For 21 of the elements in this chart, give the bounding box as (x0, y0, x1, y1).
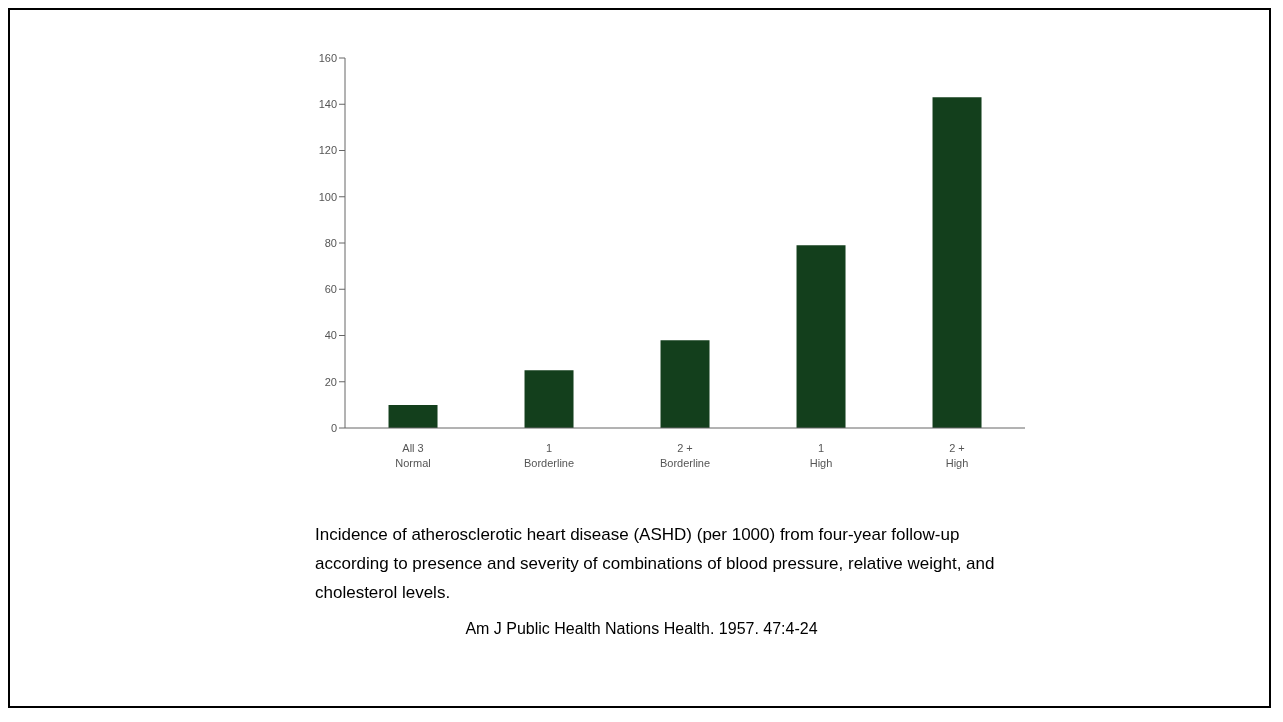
bar (932, 97, 982, 428)
bar (524, 370, 574, 428)
text: Am J Public Health Nations Health. 1957. 47:4-24 (464, 620, 819, 638)
y-tick-label: 40 (324, 329, 337, 342)
y-tick-label: 140 (318, 98, 337, 111)
x-tick-label: 2 + High (945, 442, 969, 469)
y-tick-label: 120 (318, 144, 337, 157)
text: Incidence of atherosclerotic heart disease (ASHD) (per 1000) from four-year follow-up according to presence and severity of combinations of blood pressure, relative weight, and cholesterol levels. (315, 524, 996, 604)
x-tick-label: 1 Borderline (523, 442, 575, 469)
x-tick-label: All 3 Normal (395, 442, 431, 469)
y-tick-label: 160 (318, 51, 337, 64)
bar (796, 245, 846, 428)
bar (388, 404, 438, 428)
y-tick-label: 80 (324, 236, 337, 249)
x-tick-label: 2 + Borderline (659, 442, 711, 469)
y-tick-label: 20 (324, 375, 337, 388)
bar (660, 340, 710, 428)
y-tick-label: 60 (324, 283, 337, 296)
x-tick-label: 1 High (809, 442, 833, 469)
y-tick-label: 0 (330, 421, 337, 434)
y-tick-label: 100 (318, 190, 337, 203)
